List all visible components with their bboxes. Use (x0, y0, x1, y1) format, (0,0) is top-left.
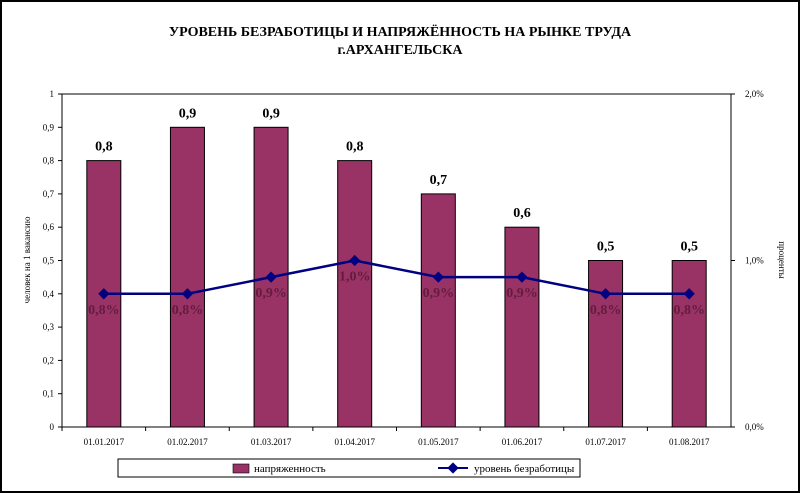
bar-data-label: 0,7 (430, 173, 448, 188)
line-point (265, 271, 277, 283)
y-tick-label: 0,7 (43, 189, 55, 199)
bar-data-label: 0,9 (262, 106, 280, 121)
line-data-label: 0,9% (255, 286, 287, 301)
legend-swatch-bars (232, 463, 250, 474)
y-tick-label: 0,4 (43, 289, 55, 299)
bar-data-label: 0,5 (597, 240, 615, 255)
bar-data-label: 0,9 (179, 106, 197, 121)
legend-label-line: уровень безработицы (474, 463, 575, 475)
plot-border (61, 93, 732, 428)
line-point (599, 288, 612, 300)
line-point (349, 254, 361, 267)
y-axis-title: человек на 1 вакансию (22, 216, 32, 303)
line-series (103, 259, 690, 296)
y-tick-label: 0 (50, 422, 55, 432)
y2-tick-label: 0,0% (745, 422, 764, 432)
line-data-label: 0,8% (673, 303, 705, 318)
x-tick-label: 01.04.2017 (334, 437, 375, 447)
bar (337, 160, 373, 428)
legend-label-bars: напряженность (254, 463, 326, 475)
bar-data-label: 0,8 (346, 140, 364, 155)
chart-title-line-1: УРОВЕНЬ БЕЗРАБОТИЦЫ И НАПРЯЖЁННОСТЬ НА Р… (169, 24, 632, 40)
y2-tick-label: 2,0% (745, 89, 764, 99)
line-point (683, 288, 695, 300)
plot-area: 0 0,1 0,2 0,3 0,4 0,5 0,6 0,7 0,8 0,9 1 0,0% 1,0% 2,0… (43, 89, 765, 447)
y-tick-label: 0,5 (43, 256, 55, 266)
x-tick-label: 01.08.2017 (669, 437, 710, 447)
line-data-label: 0,9% (506, 286, 538, 301)
y-tick-label: 0,2 (43, 355, 54, 365)
bar (420, 193, 456, 428)
y-tick-label: 0,6 (43, 222, 55, 232)
bar (504, 226, 540, 428)
x-tick-label: 01.05.2017 (418, 437, 459, 447)
line-point (432, 271, 444, 283)
line-point (516, 271, 528, 283)
y-tick-label: 1 (50, 89, 55, 99)
y2-axis-title: проценты (777, 241, 787, 278)
bar (169, 126, 205, 428)
line-point (181, 288, 194, 300)
bar (671, 260, 707, 428)
y-tick-label: 0,9 (43, 122, 55, 132)
x-tick-label: 01.01.2017 (84, 437, 125, 447)
y2-tick-label: 1,0% (745, 256, 764, 266)
legend-marker-diamond (447, 462, 459, 474)
x-tick-label: 01.07.2017 (585, 437, 626, 447)
legend: напряженность уровень безработицы (117, 458, 581, 478)
line-data-label: 0,9% (423, 286, 455, 301)
chart-title-line-2: г.АРХАНГЕЛЬСКА (337, 43, 463, 58)
y-tick-label: 0,1 (43, 389, 54, 399)
line-data-label: 0,8% (590, 303, 622, 318)
x-tick-label: 01.03.2017 (251, 437, 292, 447)
bar-data-label: 0,8 (95, 140, 113, 155)
line-data-label: 1,0% (339, 270, 371, 285)
line-data-label: 0,8% (172, 303, 204, 318)
y-tick-label: 0,3 (43, 322, 55, 332)
y-tick-label: 0,8 (43, 156, 55, 166)
bar-data-label: 0,5 (680, 240, 698, 255)
bar-data-label: 0,6 (513, 206, 531, 221)
x-tick-label: 01.06.2017 (502, 437, 543, 447)
line-data-label: 0,8% (88, 303, 120, 318)
x-tick-label: 01.02.2017 (167, 437, 208, 447)
bar (588, 260, 624, 428)
